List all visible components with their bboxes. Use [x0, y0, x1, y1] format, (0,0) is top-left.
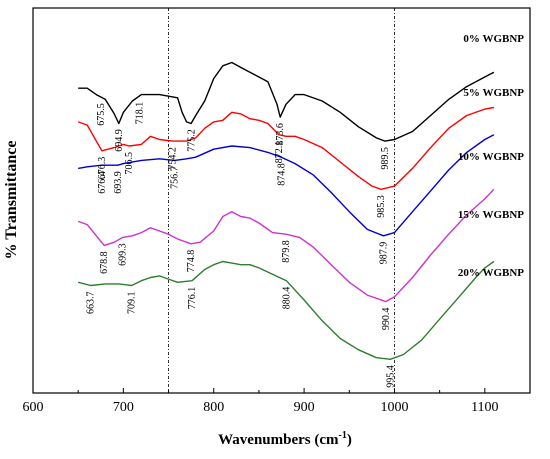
- peak-label: 775.2: [186, 129, 197, 152]
- y-axis-label: % Transmittance: [3, 141, 20, 260]
- peak-label: 776.1: [187, 287, 198, 310]
- peak-label: 699.3: [118, 243, 129, 266]
- x-tick-label: 600: [23, 400, 44, 415]
- x-axis-label-close: ): [347, 432, 352, 448]
- peak-label: 756.7: [170, 166, 181, 189]
- series-line-2: [78, 134, 495, 237]
- peak-label: 694.9: [114, 129, 125, 152]
- peak-label: 873.6: [275, 123, 286, 146]
- plot-frame: [32, 7, 531, 394]
- peak-label: 718.1: [135, 102, 146, 125]
- x-tick-label: 800: [203, 400, 224, 415]
- series-label-1: 5% WGBNP: [463, 87, 524, 99]
- peak-label: 676.3: [97, 157, 108, 180]
- series-label-3: 15% WGBNP: [458, 209, 524, 221]
- peak-label: 774.8: [186, 250, 197, 272]
- x-axis-label-main: Wavenumbers (cm: [218, 432, 339, 448]
- peak-label: 754.2: [167, 147, 178, 170]
- peak-label: 693.9: [113, 171, 124, 194]
- series-line-1: [77, 106, 495, 190]
- series-line-3: [77, 188, 495, 303]
- legend-layer: 0% WGBNP 5% WGBNP 10% WGBNP 15% WGBNP 20% WG…: [458, 33, 524, 279]
- peak-label: 678.8: [99, 251, 110, 274]
- x-axis-label-superscript: -1: [339, 430, 347, 441]
- annotation-layer: 675.5 694.9 718.1 775.2 873.6 989.5 676.3 706.5…: [86, 102, 397, 388]
- peak-label: 879.8: [281, 240, 292, 263]
- series-label-2: 10% WGBNP: [458, 151, 524, 163]
- peak-label: 872.1: [274, 141, 285, 164]
- peak-label: 987.9: [379, 242, 390, 264]
- x-tick-label: 1000: [380, 400, 408, 415]
- peak-label: 706.5: [124, 152, 135, 175]
- peak-label: 985.3: [376, 195, 387, 218]
- reference-lines: [168, 8, 395, 393]
- series-label-4: 20% WGBNP: [458, 267, 524, 279]
- x-tick-label: 1100: [471, 400, 498, 415]
- x-tick-label: 700: [113, 400, 134, 415]
- series-line-4: [78, 260, 495, 360]
- x-axis: 600 700 800 900 1000 1100: [23, 388, 499, 415]
- plot-border: [32, 7, 531, 394]
- peak-label: 675.5: [96, 103, 107, 126]
- peak-label: 880.4: [281, 287, 292, 310]
- peak-label: 709.1: [127, 292, 138, 315]
- peak-label: 995.4: [385, 365, 396, 388]
- peak-label: 663.7: [86, 292, 97, 315]
- series-line-0: [78, 61, 495, 142]
- peak-label: 989.5: [380, 147, 391, 170]
- peak-label: 990.4: [381, 308, 392, 331]
- peak-label: 874.8: [276, 163, 287, 186]
- x-tick-label: 900: [294, 400, 315, 415]
- x-axis-label: Wavenumbers (cm-1): [218, 430, 352, 448]
- series-label-0: 0% WGBNP: [463, 33, 524, 45]
- series-layer: [77, 61, 495, 360]
- peak-label: 676.4: [97, 171, 108, 194]
